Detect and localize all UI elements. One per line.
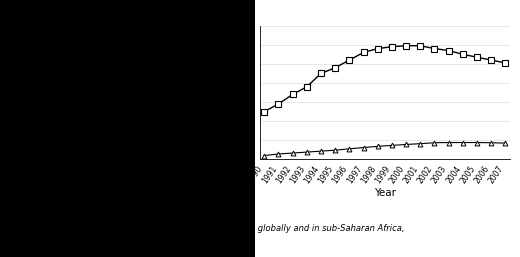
Sub-Saharan Africa [346, 59, 353, 62]
Sub-Saharan Africa [446, 49, 452, 52]
Sub-Saharan Africa [474, 56, 480, 59]
Global [290, 151, 296, 154]
Text: Figure 2  Estimated adult (15–49 years) HIV prevalence (%) globally and in sub-S: Figure 2 Estimated adult (15–49 years) H… [5, 224, 405, 243]
Global [374, 145, 381, 148]
Sub-Saharan Africa [403, 44, 409, 47]
Sub-Saharan Africa [275, 103, 281, 106]
Global [474, 141, 480, 144]
Global [488, 141, 495, 144]
Sub-Saharan Africa [261, 110, 267, 113]
Global [389, 144, 395, 147]
Sub-Saharan Africa [332, 66, 339, 69]
Sub-Saharan Africa [318, 72, 324, 75]
Global [275, 152, 281, 155]
Sub-Saharan Africa [374, 47, 381, 50]
Y-axis label: % HIV prevalence: % HIV prevalence [228, 52, 237, 133]
Global [360, 146, 367, 149]
Global [332, 149, 339, 152]
Sub-Saharan Africa [502, 61, 509, 65]
Sub-Saharan Africa [417, 44, 423, 47]
Global [460, 141, 466, 144]
Sub-Saharan Africa [488, 59, 495, 62]
Global [346, 147, 353, 150]
Sub-Saharan Africa [389, 45, 395, 48]
Global [304, 151, 310, 154]
Global [417, 142, 423, 145]
Global [261, 154, 267, 157]
Global [403, 143, 409, 146]
Global [431, 141, 437, 144]
Global [502, 142, 509, 145]
Sub-Saharan Africa [360, 51, 367, 54]
Sub-Saharan Africa [304, 85, 310, 88]
Line: Global: Global [262, 140, 508, 158]
X-axis label: Year: Year [374, 188, 396, 198]
Global [446, 141, 452, 144]
Sub-Saharan Africa [460, 53, 466, 56]
Sub-Saharan Africa [431, 47, 437, 50]
Global [318, 150, 324, 153]
Line: Sub-Saharan Africa: Sub-Saharan Africa [262, 43, 508, 114]
Sub-Saharan Africa [290, 93, 296, 96]
